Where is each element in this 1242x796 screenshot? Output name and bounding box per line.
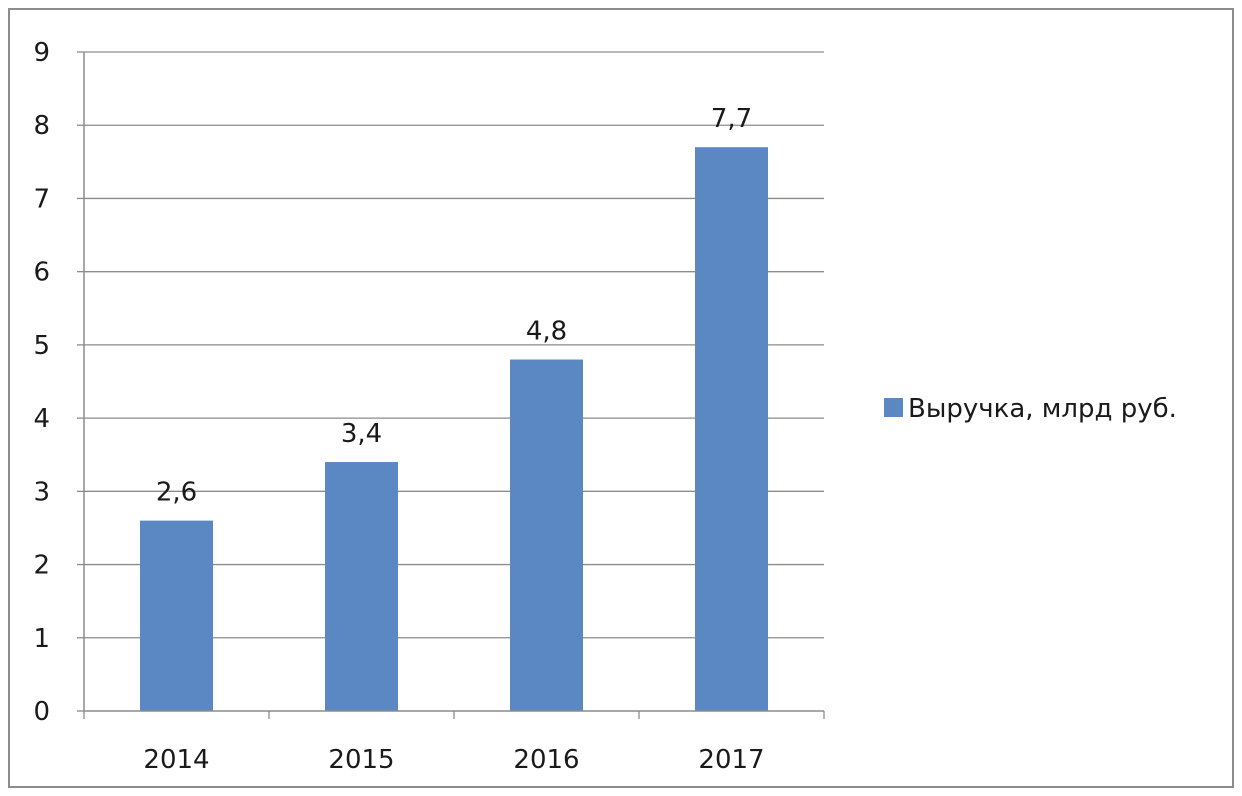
x-tick-label: 2015 bbox=[328, 745, 394, 775]
legend-swatch bbox=[884, 398, 903, 417]
x-tick-labels: 2014 2015 2016 2017 bbox=[143, 745, 764, 775]
x-tick-label: 2017 bbox=[698, 745, 764, 775]
axes bbox=[77, 51, 825, 719]
data-label: 2,6 bbox=[156, 478, 197, 508]
data-label: 4,8 bbox=[526, 317, 567, 347]
y-tick-label: 9 bbox=[33, 38, 50, 68]
x-tick-label: 2016 bbox=[513, 745, 579, 775]
y-tick-label: 2 bbox=[33, 551, 50, 581]
y-tick-label: 8 bbox=[33, 111, 50, 141]
y-tick-label: 5 bbox=[33, 331, 50, 361]
y-tick-labels: 0 1 2 3 4 5 6 7 8 9 bbox=[33, 38, 50, 727]
legend-label: Выручка, млрд руб. bbox=[908, 394, 1177, 424]
y-tick-label: 4 bbox=[33, 404, 50, 434]
bar-2014 bbox=[140, 520, 213, 711]
y-tick-label: 6 bbox=[33, 258, 50, 288]
legend: Выручка, млрд руб. bbox=[884, 394, 1177, 424]
data-label: 3,4 bbox=[341, 419, 382, 449]
bar-2016 bbox=[510, 359, 583, 711]
data-labels: 2,6 3,4 4,8 7,7 bbox=[156, 104, 752, 507]
y-tick-label: 1 bbox=[33, 624, 50, 654]
y-tick-label: 0 bbox=[33, 697, 50, 727]
bar-2017 bbox=[695, 147, 768, 711]
bars bbox=[140, 147, 768, 711]
bar-2015 bbox=[325, 462, 398, 711]
y-tick-label: 3 bbox=[33, 477, 50, 507]
data-label: 7,7 bbox=[711, 104, 752, 134]
x-tick-label: 2014 bbox=[143, 745, 209, 775]
y-tick-label: 7 bbox=[33, 184, 50, 214]
